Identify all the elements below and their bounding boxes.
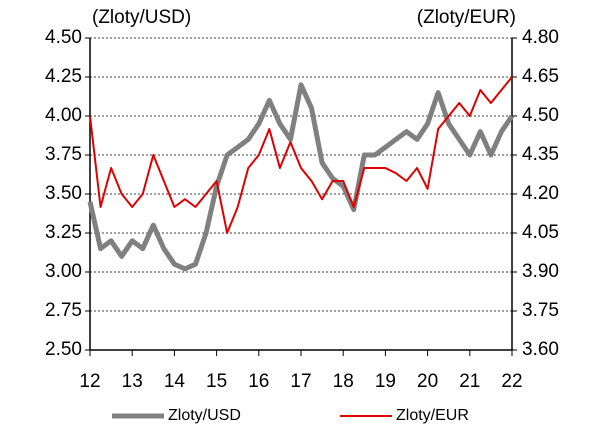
y2-tick-label: 4.50 (522, 105, 559, 126)
x-tick-label: 15 (206, 371, 227, 392)
y-tick-label: 2.75 (45, 300, 82, 321)
y-tick-label: 2.50 (45, 339, 82, 360)
y-tick-label: 3.75 (45, 144, 82, 165)
y2-tick-label: 3.60 (522, 339, 559, 360)
x-tick-label: 21 (459, 371, 480, 392)
x-tick-label: 12 (79, 371, 100, 392)
x-tick-label: 20 (417, 371, 438, 392)
y-axis-label: (Zloty/USD) (92, 7, 191, 28)
series-line (89, 76, 513, 234)
series-line (87, 82, 515, 272)
y-tick-label: 4.00 (45, 105, 82, 126)
x-tick-label: 13 (122, 371, 143, 392)
x-tick-label: 18 (333, 371, 354, 392)
legend-label: Zloty/USD (168, 407, 241, 424)
y2-tick-label: 3.90 (522, 261, 559, 282)
y-tick-label: 4.25 (45, 66, 82, 87)
x-tick-label: 17 (290, 371, 311, 392)
y-tick-label: 3.25 (45, 222, 82, 243)
y2-tick-label: 3.75 (522, 300, 559, 321)
x-tick-label: 14 (164, 371, 186, 392)
x-tick-label: 22 (501, 371, 522, 392)
y2-tick-label: 4.80 (522, 27, 559, 48)
y2-tick-label: 4.20 (522, 183, 559, 204)
x-tick-label: 16 (248, 371, 269, 392)
y-tick-label: 3.00 (45, 261, 82, 282)
x-tick-label: 19 (375, 371, 396, 392)
y-tick-label: 3.50 (45, 183, 82, 204)
y2-tick-label: 4.35 (522, 144, 559, 165)
y2-axis-label: (Zloty/EUR) (417, 7, 516, 28)
y2-tick-label: 4.65 (522, 66, 559, 87)
legend-label: Zloty/EUR (396, 407, 469, 424)
y-tick-label: 4.50 (45, 27, 82, 48)
y2-tick-label: 4.05 (522, 222, 559, 243)
